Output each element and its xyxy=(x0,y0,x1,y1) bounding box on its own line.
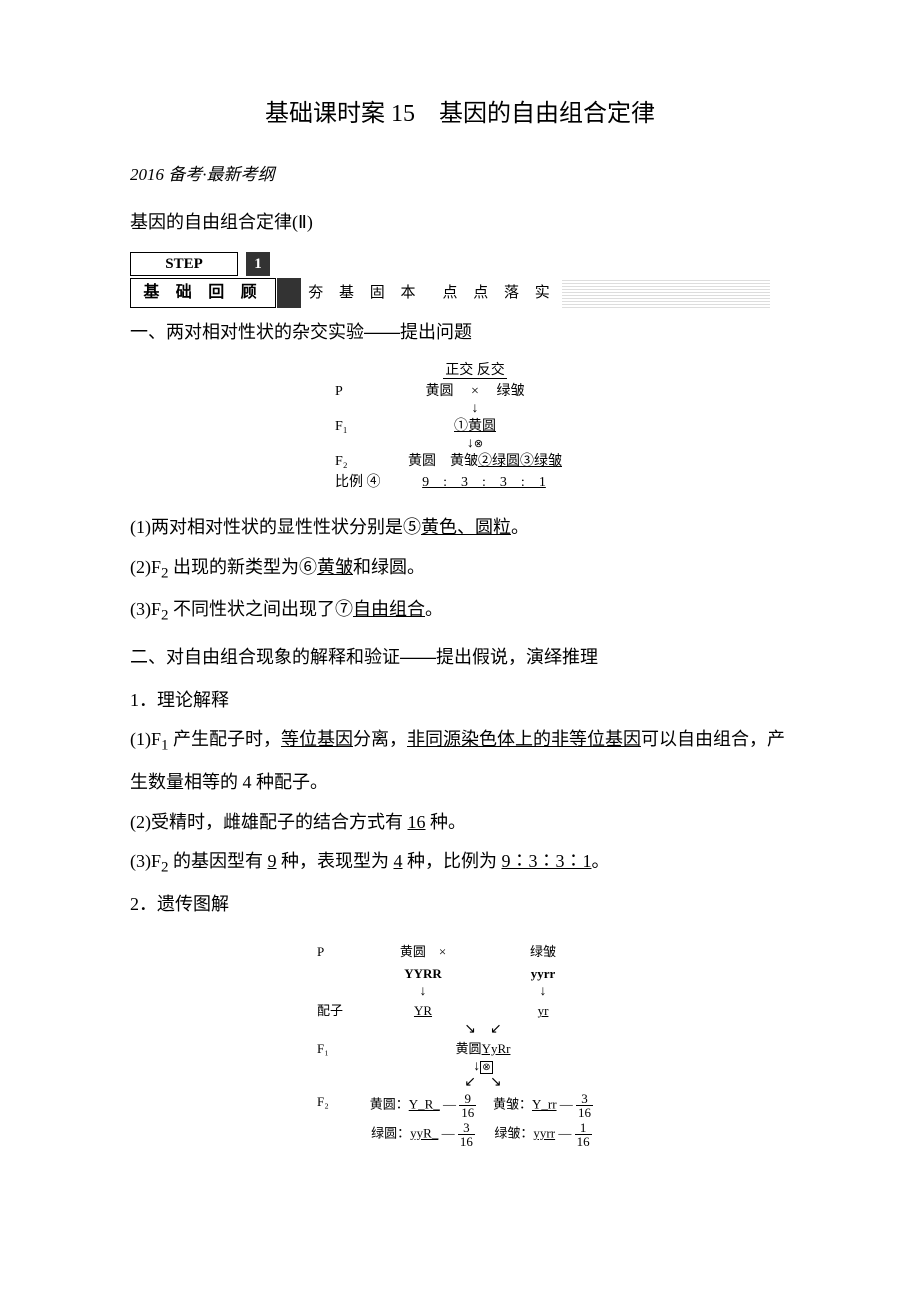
diag2-f2-cell-3: 绿圆：yyR_ — 316 xyxy=(363,1120,483,1149)
diag2-p-left-geno: YYRR xyxy=(363,963,483,985)
self-cross-icon: ⊗ xyxy=(480,1061,492,1074)
diag2-f2-cell-1: 黄圆：Y_R_ — 916 xyxy=(363,1091,483,1120)
step-number: 1 xyxy=(246,252,270,276)
diag2-p-right-pheno: 绿皱 xyxy=(483,941,603,963)
diag2-p-label: P xyxy=(317,941,363,963)
diag2-f2-cell-4: 绿皱：yyrr — 116 xyxy=(483,1120,603,1149)
cross-icon: × xyxy=(457,384,493,399)
step-label: STEP xyxy=(130,252,238,276)
diagram1-ratio-value: 9 : 3 : 3 : 1 xyxy=(422,475,546,490)
diagram1-p-right: 绿皱 xyxy=(496,384,524,399)
diag2-f1-geno: YyRr xyxy=(482,1041,511,1056)
diag2-p-right-geno: yyrr xyxy=(483,963,603,985)
section2-sub2: 2．遗传图解 xyxy=(130,885,790,925)
diag2-f1-pheno: 黄圆 xyxy=(456,1041,482,1056)
step-bar: STEP 1 基 础 回 顾 夯 基 固 本 点 点 落 实 xyxy=(130,252,790,308)
diagram1-f2-label: F₂ xyxy=(335,451,385,472)
section1-line3: (3)F2 不同性状之间出现了⑦自由组合。 xyxy=(130,590,790,633)
diag2-gamete-right: yr xyxy=(538,1003,549,1018)
diagram1-ratio-label: 比例 ④ xyxy=(335,472,403,493)
section2-line3: (3)F2 的基因型有 9 种，表现型为 4 种，比例为 9∶3∶3∶1。 xyxy=(130,842,790,885)
diagram1-top-label: 正交 反交 xyxy=(443,363,507,379)
step-mid-label: 夯 基 固 本 点 点 落 实 xyxy=(302,278,562,308)
section1-line2: (2)F2 出现的新类型为⑥黄皱和绿圆。 xyxy=(130,548,790,591)
diag2-f2-cell-2: 黄皱：Y_rr — 316 xyxy=(483,1091,603,1120)
step-divider xyxy=(277,278,301,308)
page-title: 基础课时案 15 基因的自由组合定律 xyxy=(130,90,790,138)
diagram1-f1-value: ①黄圆 xyxy=(454,419,496,434)
syllabus-line: 基因的自由组合定律(Ⅱ) xyxy=(130,204,790,240)
arrow-diverge-icon: ↙ ↘ xyxy=(363,1075,603,1091)
section2-heading: 二、对自由组合现象的解释和验证——提出假说，演绎推理 xyxy=(130,639,790,675)
step-right-pattern xyxy=(562,278,770,308)
diagram1-p-label: P xyxy=(335,381,385,402)
diag2-gamete-left: YR xyxy=(414,1003,432,1018)
diag2-f1-label: F₁ xyxy=(317,1038,363,1060)
diagram1-p-left: 黄圆 xyxy=(426,384,454,399)
exam-guide-subtitle: 2016 备考·最新考纲 xyxy=(130,158,790,192)
arrow-down-icon: ↓ xyxy=(363,984,483,1000)
section1-line1: (1)两对相对性状的显性性状分别是⑤黄色、圆粒。 xyxy=(130,508,790,548)
section2-sub1: 1．理论解释 xyxy=(130,681,790,721)
arrow-down-icon: ↓⊗ xyxy=(363,1059,603,1075)
self-cross-icon: ⊗ xyxy=(474,438,483,450)
arrow-down-icon: ↓⊗ xyxy=(385,437,565,451)
cross-diagram-1: 正交 反交 P 黄圆 × 绿皱 ↓ F₁ ①黄圆 ↓⊗ F₂ 黄圆 黄皱②绿圆③… xyxy=(130,360,790,498)
diag2-f2-label: F₂ xyxy=(317,1091,363,1120)
arrow-down-icon: ↓ xyxy=(385,402,565,416)
section1-heading: 一、两对相对性状的杂交实验——提出问题 xyxy=(130,314,790,350)
section2-line2: (2)受精时，雌雄配子的结合方式有 16 种。 xyxy=(130,803,790,843)
diag2-p-left-pheno: 黄圆 xyxy=(400,944,426,959)
diagram1-f1-label: F₁ xyxy=(335,416,385,437)
diagram1-f2-line: 黄圆 黄皱②绿圆③绿皱 xyxy=(408,454,562,469)
step-left-label: 基 础 回 顾 xyxy=(130,278,276,308)
arrow-down-icon: ↓ xyxy=(483,984,603,1000)
cross-diagram-2: P 黄圆 × 绿皱 YYRR yyrr ↓ ↓ 配子 YR yr ↘ ↙ F₁ … xyxy=(130,934,790,1149)
diag2-gamete-label: 配子 xyxy=(317,1000,363,1022)
section2-line1: (1)F1 产生配子时，等位基因分离，非同源染色体上的非等位基因可以自由组合，产… xyxy=(130,720,790,802)
arrow-converge-icon: ↘ ↙ xyxy=(363,1022,603,1038)
